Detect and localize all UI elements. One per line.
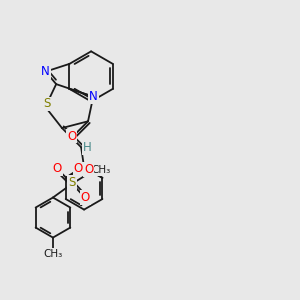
Text: S: S [68,176,76,189]
Text: N: N [41,65,50,78]
Text: O: O [74,163,83,176]
Text: H: H [83,141,92,154]
Text: S: S [43,98,50,110]
Text: O: O [53,163,62,176]
Text: CH₃: CH₃ [92,165,111,176]
Text: O: O [81,191,90,204]
Text: O: O [84,163,94,176]
Text: O: O [67,130,76,142]
Text: CH₃: CH₃ [43,249,63,259]
Text: N: N [89,90,98,103]
